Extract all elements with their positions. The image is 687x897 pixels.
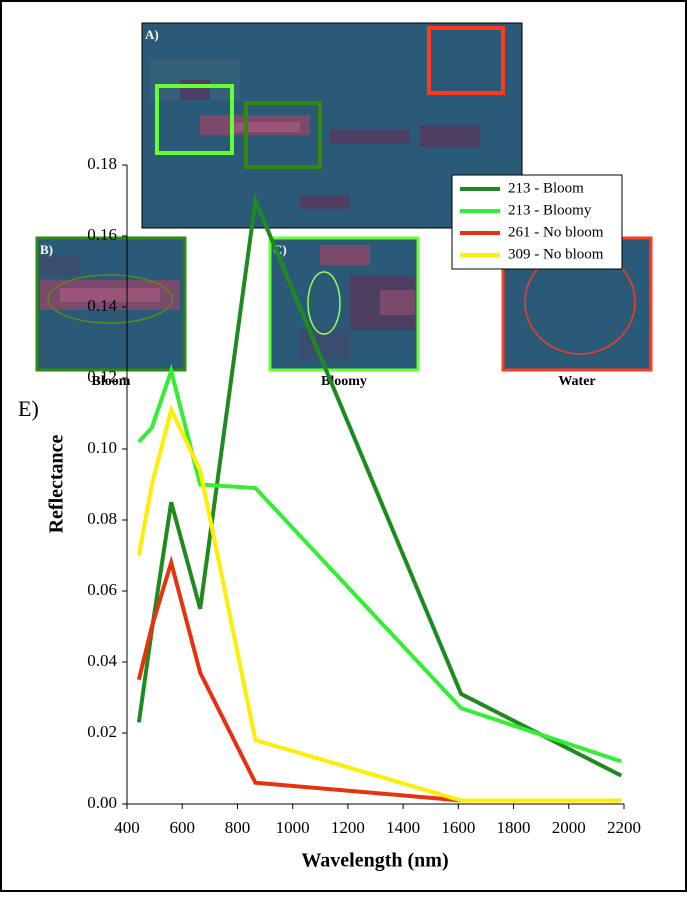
y-tick-label: 0.14 xyxy=(87,296,117,315)
panel-label: B) xyxy=(40,242,53,257)
series-line xyxy=(137,363,622,764)
x-tick-label: 400 xyxy=(114,818,140,837)
y-tick-label: 0.02 xyxy=(87,722,117,741)
y-tick-label: 0.12 xyxy=(87,367,117,386)
y-tick-label: 0.06 xyxy=(87,580,117,599)
x-tick-label: 1000 xyxy=(276,818,310,837)
panel-b-image xyxy=(35,236,187,372)
x-tick-label: 1400 xyxy=(386,818,420,837)
x-tick-label: 1600 xyxy=(441,818,475,837)
series-line xyxy=(136,404,622,803)
x-tick-label: 2200 xyxy=(607,818,641,837)
x-tick-label: 800 xyxy=(225,818,251,837)
y-tick-label: 0.00 xyxy=(87,793,117,812)
legend-label: 309 - No bloom xyxy=(508,246,604,262)
x-tick-label: 1200 xyxy=(331,818,365,837)
y-axis-title: Reflectance xyxy=(46,434,68,533)
y-tick-label: 0.18 xyxy=(87,154,117,173)
x-tick-label: 600 xyxy=(169,818,195,837)
panel-label: A) xyxy=(145,27,159,42)
y-tick-label: 0.10 xyxy=(87,438,117,457)
x-tick-label: 2000 xyxy=(552,818,586,837)
legend-label: 213 - Bloom xyxy=(508,180,584,196)
y-tick-label: 0.16 xyxy=(87,225,117,244)
panel-caption: Water xyxy=(558,374,595,389)
y-tick-label: 0.08 xyxy=(87,509,117,528)
x-axis-title: Wavelength (nm) xyxy=(301,850,448,872)
x-tick-label: 1800 xyxy=(497,818,531,837)
panel-a-image xyxy=(141,22,523,229)
panel-caption: Bloom xyxy=(92,374,131,389)
chart-label: E) xyxy=(18,396,39,421)
legend-label: 213 - Bloomy xyxy=(508,202,592,218)
legend-label: 261 - No bloom xyxy=(508,224,604,240)
y-tick-label: 0.04 xyxy=(87,651,117,670)
panel-c-image xyxy=(268,236,420,372)
